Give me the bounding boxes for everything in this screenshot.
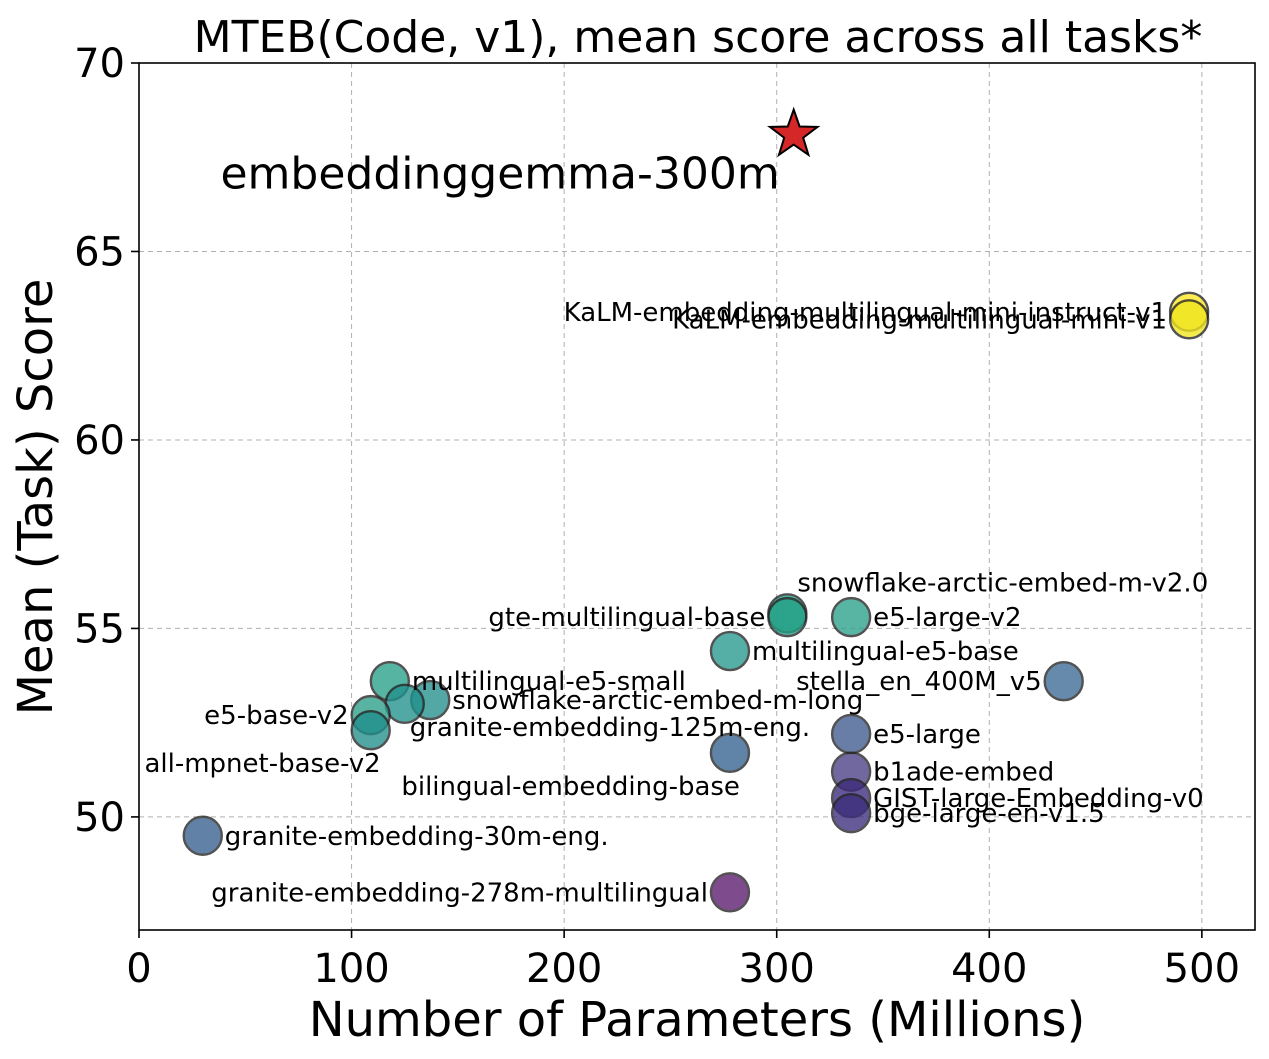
point-e5-large-v2 — [830, 596, 872, 638]
y-tick-label: 60 — [74, 418, 125, 464]
x-tick-label: 300 — [739, 946, 815, 992]
chart-title: MTEB(Code, v1), mean score across all ta… — [194, 12, 1203, 63]
point-e5-large — [830, 713, 872, 755]
label-bge-large-en-v1-5: bge-large-en-v1.5 — [873, 799, 1105, 829]
point-bilingual-embedding-base — [709, 732, 751, 774]
point-granite-embedding-30m-eng — [182, 815, 223, 856]
point-all-mpnet-base-v2 — [350, 710, 391, 751]
label-gte-multilingual-base: gte-multilingual-base — [488, 603, 765, 633]
label-granite-embedding-30m-eng: granite-embedding-30m-eng. — [225, 822, 609, 852]
y-tick-label: 50 — [74, 795, 125, 841]
x-axis-label: Number of Parameters (Millions) — [309, 992, 1086, 1048]
point-kalm-embedding-multilingual-mini-v1 — [1168, 299, 1210, 340]
point-multilingual-e5-base — [709, 630, 751, 672]
label-e5-large-v2: e5-large-v2 — [873, 603, 1021, 633]
data-points — [182, 291, 1210, 913]
label-kalm-embedding-multilingual-mini-instruct-v1: KaLM-embedding-multilingual-mini-instruc… — [564, 298, 1167, 328]
x-tick-label: 400 — [951, 946, 1027, 992]
point-labels: KaLM-embedding-multilingual-mini-instruc… — [144, 298, 1208, 909]
highlight-layer: embeddinggemma-300m — [220, 106, 821, 200]
y-axis-label: Mean (Task) Score — [8, 279, 64, 716]
label-gist-large-embedding-v0: GIST-large-Embedding-v0 — [873, 784, 1204, 814]
label-snowflake-arctic-embed-m-long: snowflake-arctic-embed-m-long — [452, 686, 863, 716]
axis-ticks: 0 100 200 300 400 500 50 55 60 65 70 — [74, 41, 1240, 992]
label-e5-base-v2: e5-base-v2 — [204, 701, 349, 731]
point-gte-multilingual-base — [767, 596, 808, 638]
point-granite-embedding-278m-multilingual — [709, 872, 751, 913]
label-granite-embedding-278m-multilingual: granite-embedding-278m-multilingual — [211, 878, 708, 908]
highlight-label: embeddinggemma-300m — [220, 149, 779, 200]
label-e5-large: e5-large — [873, 720, 981, 750]
x-tick-label: 200 — [526, 946, 602, 992]
label-b1ade-embed: b1ade-embed — [873, 758, 1054, 788]
label-stella-en-400m-v5: stella_en_400M_v5 — [796, 667, 1042, 697]
x-tick-label: 100 — [313, 946, 389, 992]
point-bge-large-en-v1-5 — [830, 792, 872, 834]
label-snowflake-arctic-embed-m-v2-0: snowflake-arctic-embed-m-v2.0 — [797, 568, 1208, 598]
label-multilingual-e5-base: multilingual-e5-base — [752, 637, 1019, 667]
y-tick-label: 55 — [74, 606, 125, 652]
highlight-star — [767, 106, 821, 158]
x-tick-label: 0 — [126, 946, 151, 992]
label-all-mpnet-base-v2: all-mpnet-base-v2 — [144, 749, 380, 779]
y-tick-label: 65 — [74, 229, 125, 275]
plot-frame — [138, 62, 1256, 931]
label-granite-embedding-125m-eng: granite-embedding-125m-eng. — [410, 713, 810, 743]
label-multilingual-e5-small: multilingual-e5-small — [412, 667, 686, 697]
point-stella-en-400m-v5 — [1043, 661, 1084, 702]
label-bilingual-embedding-base: bilingual-embedding-base — [401, 772, 740, 802]
label-kalm-embedding-multilingual-mini-v1: KaLM-embedding-multilingual-mini-v1 — [672, 305, 1167, 335]
x-tick-label: 500 — [1164, 946, 1240, 992]
y-tick-label: 70 — [74, 41, 125, 87]
